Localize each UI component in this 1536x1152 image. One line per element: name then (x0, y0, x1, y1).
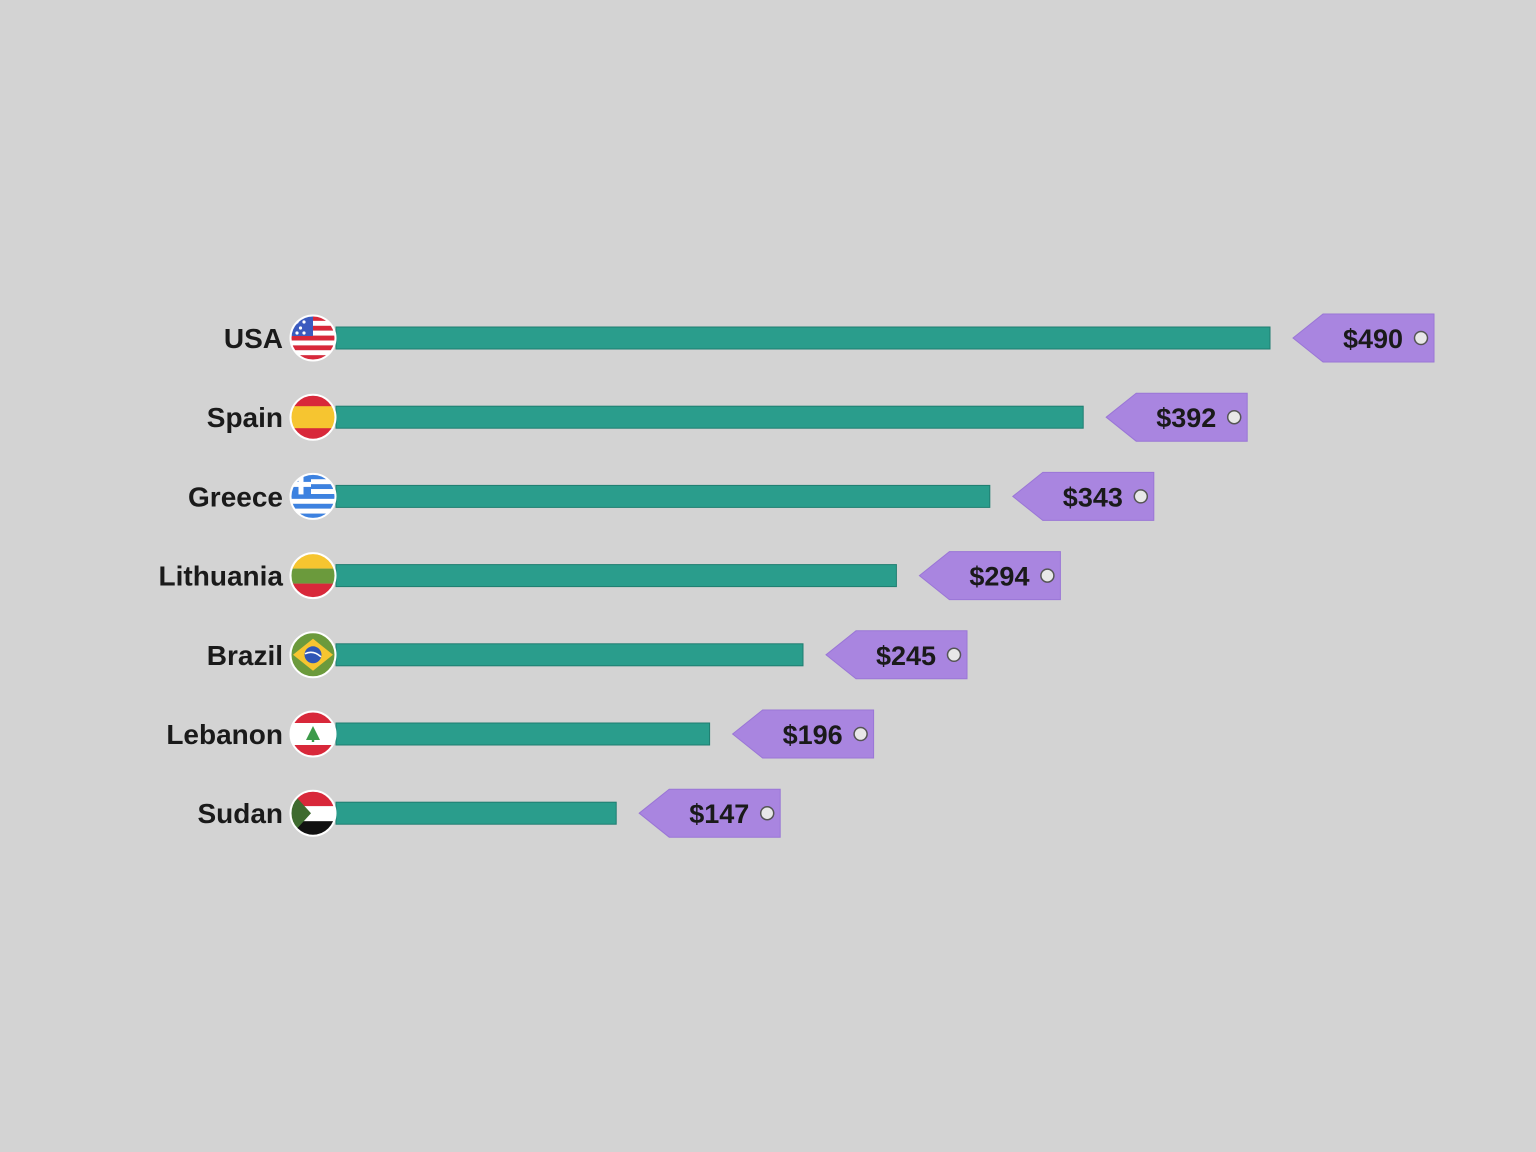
value-tag: $245 (825, 630, 968, 680)
bar-row: Greece $343 (188, 471, 1155, 521)
bar (335, 405, 1084, 429)
value-tag: $343 (1011, 471, 1155, 521)
value-label: $392 (1156, 403, 1216, 433)
category-label: Sudan (197, 798, 283, 829)
value-label: $245 (876, 641, 936, 671)
value-label: $147 (689, 799, 749, 829)
tag-hole (1226, 409, 1242, 425)
value-tag: $147 (638, 788, 781, 838)
bar (335, 484, 991, 508)
value-tag: $294 (918, 551, 1061, 601)
bar-row: Lebanon $196 (166, 709, 875, 759)
value-label: $490 (1343, 324, 1403, 354)
category-label: Lithuania (159, 561, 284, 592)
bar-row: Spain $392 (207, 392, 1248, 442)
flag-lithuania-icon (289, 552, 337, 600)
tag-hole (759, 805, 775, 821)
tag-hole (1413, 330, 1429, 346)
flag-spain-icon (289, 393, 337, 441)
category-label: Lebanon (166, 719, 283, 750)
category-label: Brazil (207, 640, 283, 671)
flag-lebanon-icon (289, 710, 337, 758)
value-label: $343 (1063, 482, 1123, 512)
value-tag: $490 (1292, 313, 1435, 363)
value-tag: $196 (731, 709, 875, 759)
bar (335, 643, 804, 667)
bar-row: Lithuania $294 (159, 551, 1061, 601)
bar (335, 564, 897, 588)
flag-sudan-icon (289, 789, 337, 837)
flag-usa-icon (289, 314, 337, 362)
bar-row: Brazil $245 (207, 630, 968, 680)
tag-hole (1040, 568, 1055, 583)
tag-hole (946, 647, 962, 663)
bar (335, 801, 617, 825)
value-label: $196 (783, 720, 843, 750)
flag-greece-icon (289, 472, 337, 520)
value-tag: $392 (1105, 392, 1248, 442)
bar-row: USA $490 (224, 313, 1435, 363)
category-label: USA (224, 323, 283, 354)
value-label: $294 (969, 562, 1029, 592)
tag-hole (1133, 489, 1149, 504)
category-label: Greece (188, 481, 283, 512)
bar (335, 326, 1271, 350)
tag-hole (853, 726, 868, 742)
bar-row: Sudan $147 (197, 788, 781, 838)
category-label: Spain (207, 402, 283, 433)
bar (335, 722, 711, 746)
flag-brazil-icon (289, 631, 337, 679)
